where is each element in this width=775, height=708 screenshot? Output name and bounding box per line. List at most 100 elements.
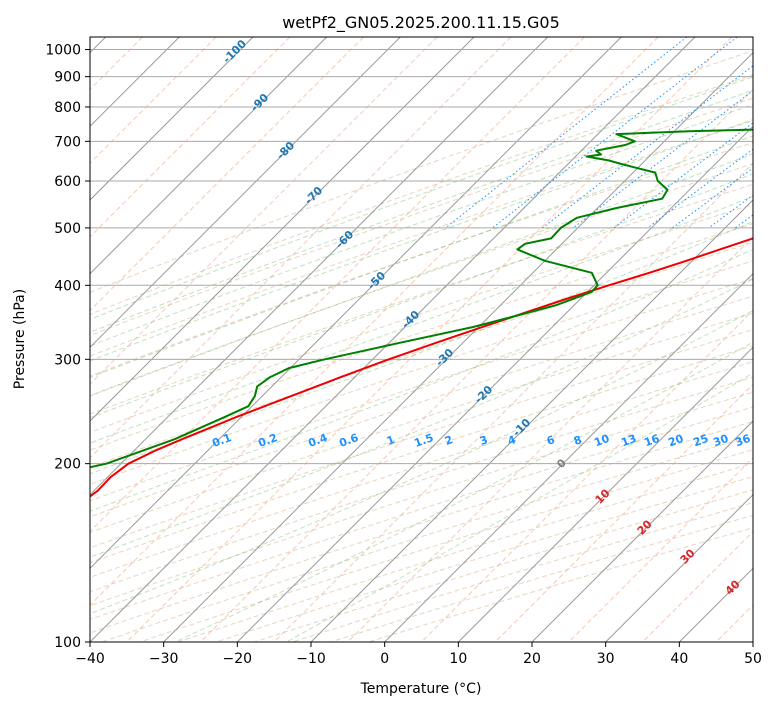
dry-adiabat (90, 312, 753, 534)
x-axis: −40 −30 −20 −10 0 10 20 30 40 50 (75, 642, 762, 667)
mixing-ratio-label: 3 (478, 433, 490, 448)
mixing-ratio-label: 4 (506, 433, 518, 448)
moist-adiabat (90, 173, 753, 419)
y-axis-label: Pressure (hPa) (12, 289, 28, 389)
series-layer (90, 128, 753, 498)
mixing-ratio-label: 1.5 (412, 431, 435, 450)
x-tick-label: 10 (449, 651, 467, 667)
dry-adiabat (90, 361, 753, 578)
isotherm-line (310, 199, 753, 642)
dry-adiabat (90, 345, 753, 564)
dry-adiabat (90, 223, 753, 451)
background-lines (0, 37, 753, 642)
isotherm-line (90, 37, 328, 275)
mixing-ratio-label: 36 (733, 432, 752, 450)
dry-adiabat (90, 97, 753, 337)
dry-adiabat (90, 241, 753, 469)
y-tick-label: 900 (54, 70, 81, 86)
y-axis: 1000 900 800 700 600 500 400 300 200 100 (45, 43, 90, 651)
dry-adiabat (90, 142, 753, 377)
isotherm-line (90, 37, 401, 349)
isotherm-dashed (347, 236, 753, 642)
isotherm-line (90, 37, 475, 422)
y-tick-label: 800 (54, 100, 81, 116)
temperature-profile (90, 237, 753, 498)
mixing-ratio-label: 0.6 (337, 431, 360, 450)
isotherm-line (90, 37, 549, 496)
x-tick-label: 50 (744, 651, 762, 667)
y-tick-label: 200 (54, 457, 81, 473)
dry-adiabat (90, 50, 753, 293)
x-tick-label: 40 (670, 651, 688, 667)
isotherm-line (752, 641, 753, 642)
y-tick-label: 400 (54, 278, 81, 294)
moist-adiabat (90, 89, 753, 333)
x-tick-label: 20 (523, 651, 541, 667)
isotherm-dashed (90, 37, 438, 385)
x-tick-label: −10 (296, 651, 326, 667)
mixing-ratio-line (542, 65, 753, 229)
mixing-ratio-label: 1 (385, 433, 397, 448)
moist-adiabat (90, 103, 753, 347)
isotherm-dashed (126, 37, 733, 642)
moist-adiabat (90, 76, 753, 320)
isotherm-line (457, 346, 753, 642)
mixing-ratio-label: 25 (691, 432, 710, 449)
x-tick-label: −20 (223, 651, 253, 667)
y-tick-label: 600 (54, 174, 81, 190)
dry-adiabat (90, 329, 753, 549)
x-tick-label: −40 (75, 651, 105, 667)
isotherm-dashed (568, 457, 753, 642)
mixing-ratio-label: 20 (666, 432, 685, 450)
moist-adiabat (174, 341, 753, 642)
isotherm-line (90, 37, 622, 570)
mixing-ratio-label: 16 (642, 432, 661, 450)
moist-adiabat (90, 153, 753, 397)
moist-adiabat (90, 195, 753, 444)
y-tick-label: 500 (54, 221, 81, 237)
x-axis-label: Temperature (°C) (360, 681, 482, 697)
mixing-ratio-label: 0.1 (210, 431, 233, 450)
mixing-ratio-label: 30 (711, 432, 730, 450)
dry-adiabat (90, 278, 753, 502)
isotherm-line (605, 493, 753, 642)
isotherm-dashed (421, 309, 753, 642)
isotherm-dashed (200, 88, 753, 642)
dry-adiabat (90, 295, 753, 518)
isotherm-dashed (90, 37, 585, 533)
mixing-ratio-line (492, 37, 738, 229)
moist-adiabat (90, 278, 753, 558)
dewpoint-profile (90, 128, 753, 469)
moist-adiabat (90, 118, 753, 362)
isotherm-line (384, 272, 753, 642)
dry-adiabat (90, 391, 753, 607)
mixing-ratio-label: 0.4 (306, 431, 329, 450)
isotherm-dashed (642, 530, 753, 642)
dry-adiabat (90, 376, 753, 593)
plot-frame (89, 36, 754, 643)
x-tick-label: −30 (149, 651, 179, 667)
mixing-ratio-label: 10 (592, 432, 611, 450)
isotherm-dashed (90, 37, 512, 459)
isotherm-dashed (494, 383, 753, 642)
plot-background (90, 37, 753, 642)
mixing-ratio-label: 8 (572, 433, 584, 448)
isotherm-line (236, 125, 753, 642)
mixing-ratio-label: 13 (619, 432, 638, 449)
y-tick-label: 700 (54, 134, 81, 150)
mixing-ratio-line (572, 90, 753, 229)
isotherm-dashed (273, 162, 753, 642)
mixing-ratio-label: 2 (443, 433, 455, 448)
y-tick-label: 300 (54, 352, 81, 368)
mixing-ratio-line (672, 167, 753, 229)
x-tick-label: 30 (597, 651, 615, 667)
isotherm-line (90, 37, 254, 201)
isotherm-line (163, 51, 753, 642)
isotherm-dashed (90, 37, 659, 606)
y-tick-label: 100 (54, 635, 81, 651)
mixing-ratio-label: 0.2 (256, 431, 279, 450)
isotherm-dashed (0, 37, 69, 642)
isotherm-line (90, 37, 696, 642)
x-tick-label: 0 (380, 651, 389, 667)
